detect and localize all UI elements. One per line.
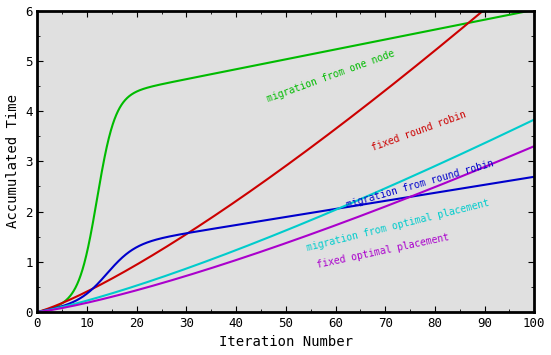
- Text: migration from one node: migration from one node: [266, 48, 396, 104]
- X-axis label: Iteration Number: Iteration Number: [219, 335, 353, 349]
- Text: migration from optimal placement: migration from optimal placement: [306, 198, 490, 253]
- Text: fixed optimal placement: fixed optimal placement: [316, 232, 450, 270]
- Y-axis label: Accumulated Time: Accumulated Time: [6, 94, 19, 228]
- Text: migration from round robin: migration from round robin: [345, 158, 495, 210]
- Text: fixed round robin: fixed round robin: [370, 109, 468, 153]
